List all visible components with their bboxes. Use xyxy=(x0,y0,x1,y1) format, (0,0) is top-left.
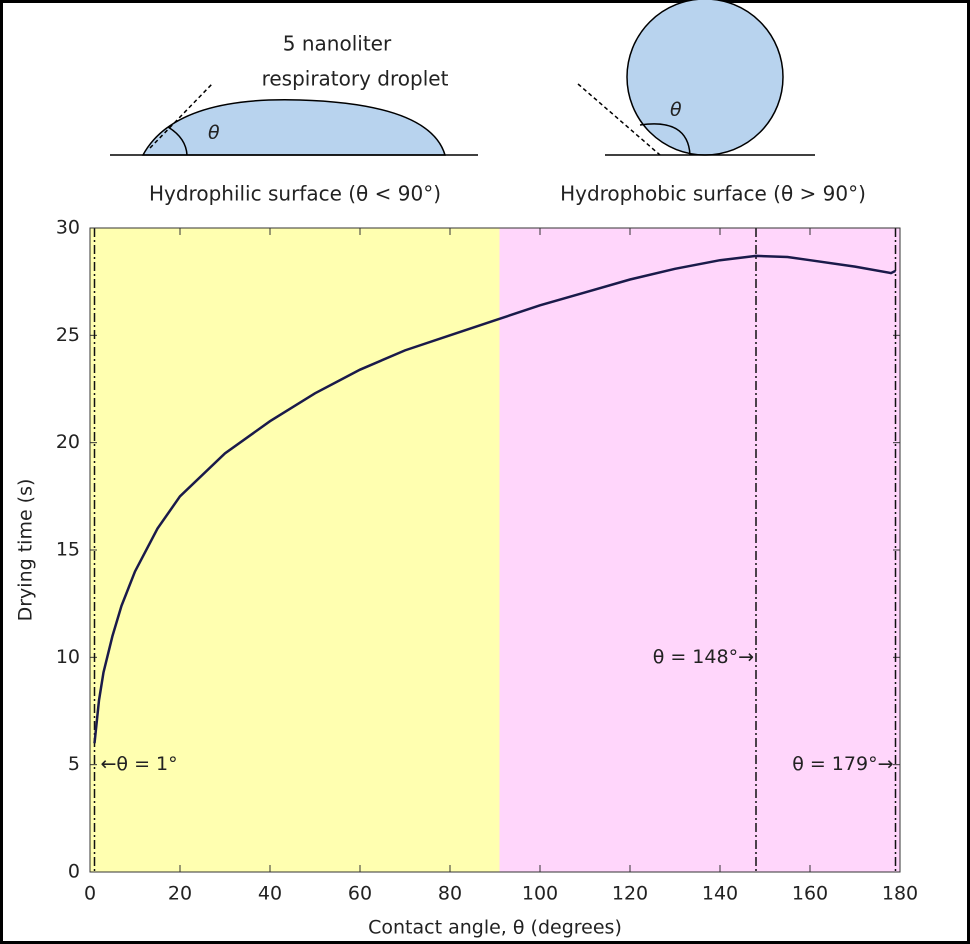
x-tick-label: 140 xyxy=(702,883,738,905)
surface-label: Hydrophilic surface (θ < 90°) xyxy=(149,182,441,206)
x-tick-label: 160 xyxy=(792,883,828,905)
angle-arc xyxy=(167,126,188,156)
diagram-title: respiratory droplet xyxy=(262,67,449,91)
y-tick-label: 15 xyxy=(56,539,80,561)
y-axis-label: Drying time (s) xyxy=(15,479,37,622)
reference-label: θ = 148°→ xyxy=(653,646,754,668)
y-tick-label: 0 xyxy=(68,861,80,883)
x-tick-label: 80 xyxy=(438,883,462,905)
angle-arc xyxy=(639,123,691,156)
data-line xyxy=(93,254,897,744)
x-tick-label: 120 xyxy=(612,883,648,905)
tangent xyxy=(149,83,213,149)
hydrophobic-droplet xyxy=(626,0,784,156)
x-tick-label: 180 xyxy=(882,883,918,905)
hydrophilic-droplet xyxy=(141,99,447,156)
x-tick-label: 40 xyxy=(258,883,282,905)
angle-label: θ xyxy=(208,122,220,144)
surface-label: Hydrophobic surface (θ > 90°) xyxy=(560,182,866,206)
x-tick-label: 100 xyxy=(522,883,558,905)
plot: 0 20 40 60 80 100 120 140 160 180 0 5 10 15 20 25 30 ←θ =… xyxy=(56,217,918,905)
reference-label: θ = 179°→ xyxy=(792,753,893,775)
plot-border xyxy=(89,227,901,873)
y-tick-label: 30 xyxy=(56,217,80,239)
y-tick-label: 20 xyxy=(56,431,80,453)
x-tick-label: 0 xyxy=(84,883,96,905)
x-axis-label: Contact angle, θ (degrees) xyxy=(368,917,622,939)
y-tick-label: 5 xyxy=(68,753,80,775)
region xyxy=(90,228,500,872)
region xyxy=(499,228,900,872)
angle-label: θ xyxy=(670,99,682,121)
x-tick-label: 20 xyxy=(168,883,192,905)
x-tick-label: 60 xyxy=(348,883,372,905)
y-tick-label: 10 xyxy=(56,646,80,668)
y-tick-label: 25 xyxy=(56,324,80,346)
diagrams xyxy=(110,0,815,156)
diagram-title: 5 nanoliter xyxy=(283,32,392,56)
reference-label: ←θ = 1° xyxy=(101,753,178,775)
